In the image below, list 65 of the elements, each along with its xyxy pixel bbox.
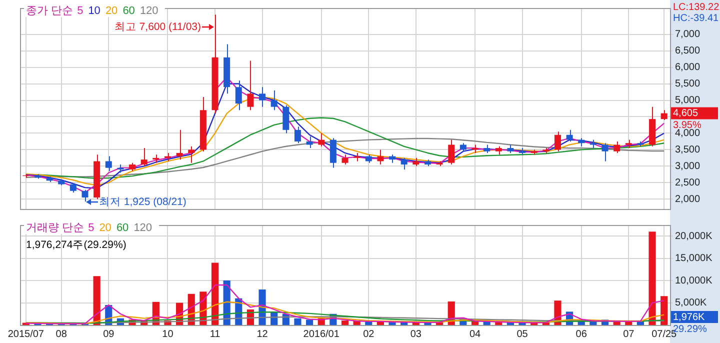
x-tick-label: 12 bbox=[256, 328, 268, 340]
x-tick-label: 08 bbox=[56, 328, 68, 340]
candlestick bbox=[614, 140, 620, 154]
candlestick bbox=[495, 146, 502, 156]
annotation: 최고 7,600 (11/03) bbox=[114, 20, 201, 34]
candlestick bbox=[507, 144, 514, 154]
text: LC:139.22 bbox=[673, 2, 720, 13]
candlestick bbox=[412, 157, 420, 167]
text: 120 bbox=[140, 5, 158, 17]
y-tick-label: 3,000 bbox=[675, 160, 700, 172]
legend-title: 거래량 단순 bbox=[26, 222, 84, 234]
candlestick bbox=[188, 146, 195, 164]
candlestick bbox=[424, 159, 431, 167]
text: HC:-39.41 bbox=[673, 12, 720, 24]
legend-title: 종가 단순 bbox=[26, 5, 74, 17]
x-tick-label: 05 bbox=[516, 328, 528, 340]
y-tick-label: 3,500 bbox=[675, 144, 700, 156]
candlestick bbox=[484, 144, 490, 154]
bar bbox=[306, 320, 314, 325]
candlestick bbox=[58, 178, 65, 186]
bar bbox=[648, 232, 656, 325]
y-tick-label: 4,000 bbox=[675, 128, 700, 139]
candlestick bbox=[602, 142, 608, 162]
candlestick bbox=[542, 148, 550, 154]
bar bbox=[660, 296, 668, 325]
y-tick-label: 15,000K bbox=[675, 253, 713, 264]
x-tick-label: 11 bbox=[210, 328, 221, 340]
y-tick-label: 5,000 bbox=[675, 95, 700, 106]
y-tick-label: 20,000K bbox=[675, 230, 713, 242]
y-tick-label: 10,000K bbox=[675, 275, 713, 286]
x-tick-label: 2016/01 bbox=[303, 328, 340, 340]
x-tick-label: 2015/07 bbox=[8, 328, 44, 340]
x-tick-label: 04 bbox=[469, 328, 481, 340]
y-tick-label: 6,500 bbox=[675, 46, 700, 57]
bar bbox=[294, 318, 302, 325]
annotation: 최저 1,925 (08/21) bbox=[99, 194, 186, 209]
bar bbox=[211, 262, 219, 325]
text: 20 bbox=[99, 222, 112, 234]
y-tick-label: 5,000K bbox=[675, 298, 708, 309]
text: 60 bbox=[116, 222, 129, 234]
candlestick bbox=[105, 156, 112, 172]
annotation: 1,976,274주(29.29%) bbox=[26, 238, 126, 252]
text: 10 bbox=[88, 5, 100, 17]
y-tick-label: 2,500 bbox=[675, 177, 700, 188]
text: 5 bbox=[88, 222, 94, 234]
bar bbox=[93, 276, 100, 325]
x-tick-label: 07 bbox=[623, 328, 635, 340]
text: 20 bbox=[105, 5, 118, 17]
bar bbox=[341, 320, 349, 325]
y-tick-label: 5,500 bbox=[675, 78, 700, 90]
text: 60 bbox=[122, 5, 135, 17]
y-tick-label: 2,000 bbox=[675, 194, 700, 205]
x-tick-label: 09 bbox=[103, 328, 115, 340]
y-tick-label: 7,000 bbox=[675, 29, 700, 40]
x-tick-label: 02 bbox=[363, 328, 375, 340]
text: 4,605 bbox=[673, 108, 698, 120]
x-tick-label: 06 bbox=[576, 328, 588, 340]
x-tick-label: 03 bbox=[410, 328, 422, 340]
candlestick bbox=[176, 129, 183, 160]
text: 120 bbox=[134, 222, 152, 234]
text: 1,976K bbox=[673, 312, 706, 323]
y-tick-label: 6,000 bbox=[675, 62, 700, 74]
text: 5 bbox=[77, 5, 84, 17]
candlestick bbox=[259, 86, 266, 108]
x-tick-label: 10 bbox=[162, 328, 174, 340]
